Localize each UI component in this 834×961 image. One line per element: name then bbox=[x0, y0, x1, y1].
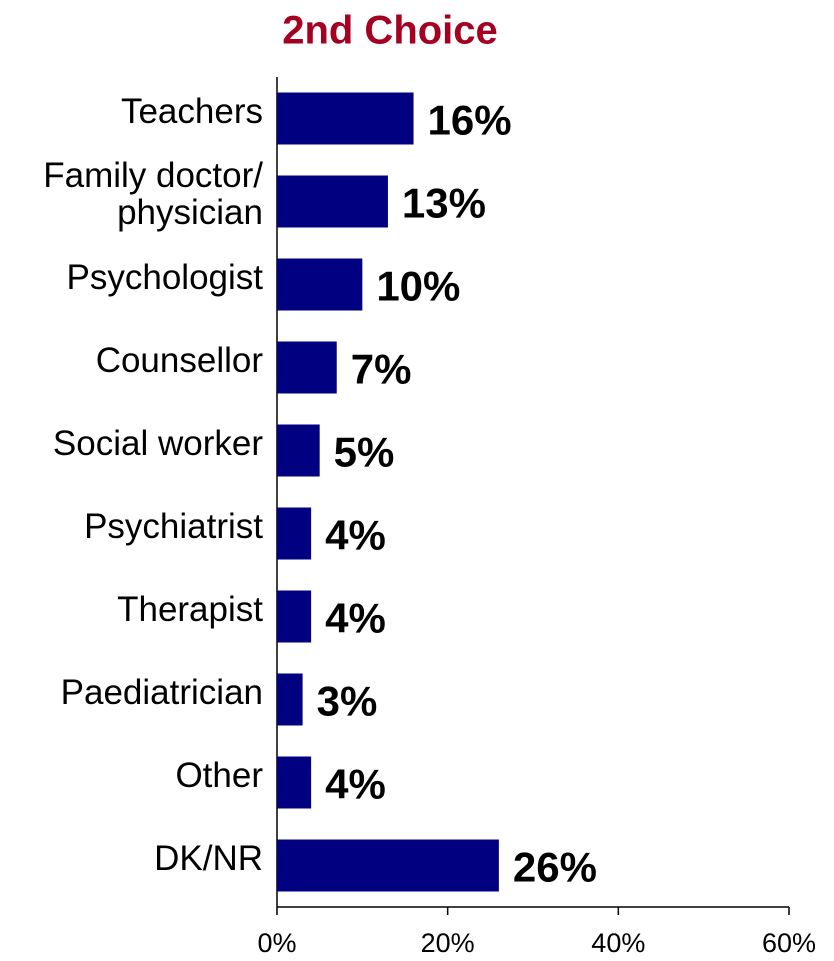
bar bbox=[277, 839, 499, 892]
value-label: 13% bbox=[402, 180, 486, 227]
value-label: 26% bbox=[513, 844, 597, 891]
chart-title: 2nd Choice bbox=[282, 9, 498, 53]
bar bbox=[277, 673, 303, 726]
value-label: 10% bbox=[376, 263, 460, 310]
y-tick-label: Therapist bbox=[117, 590, 263, 629]
y-tick-label: Paediatrician bbox=[61, 673, 263, 712]
y-tick-label: Social worker bbox=[53, 424, 263, 463]
y-tick-label: Psychologist bbox=[67, 258, 264, 297]
value-label: 3% bbox=[317, 678, 378, 725]
x-tick-label: 0% bbox=[257, 928, 296, 958]
y-tick-label: Psychiatrist bbox=[84, 507, 263, 546]
bar bbox=[277, 258, 363, 311]
bar bbox=[277, 756, 312, 809]
value-label: 7% bbox=[351, 346, 412, 393]
value-label: 4% bbox=[325, 761, 386, 808]
bar bbox=[277, 424, 320, 477]
y-tick-label: Counsellor bbox=[96, 341, 264, 380]
value-label: 4% bbox=[325, 595, 386, 642]
bar bbox=[277, 92, 414, 145]
y-tick-label: Family doctor/physician bbox=[43, 156, 263, 232]
x-tick-label: 40% bbox=[591, 928, 645, 958]
y-tick-label: DK/NR bbox=[154, 839, 263, 878]
y-tick-label: Other bbox=[175, 756, 263, 795]
bar bbox=[277, 341, 337, 394]
value-label: 4% bbox=[325, 512, 386, 559]
value-label: 16% bbox=[428, 97, 512, 144]
bar bbox=[277, 507, 312, 560]
x-tick-label: 60% bbox=[762, 928, 816, 958]
y-tick-label: Teachers bbox=[121, 92, 263, 131]
bar bbox=[277, 590, 312, 643]
x-tick-label: 20% bbox=[421, 928, 475, 958]
bar bbox=[277, 175, 388, 228]
value-label: 5% bbox=[334, 429, 395, 476]
